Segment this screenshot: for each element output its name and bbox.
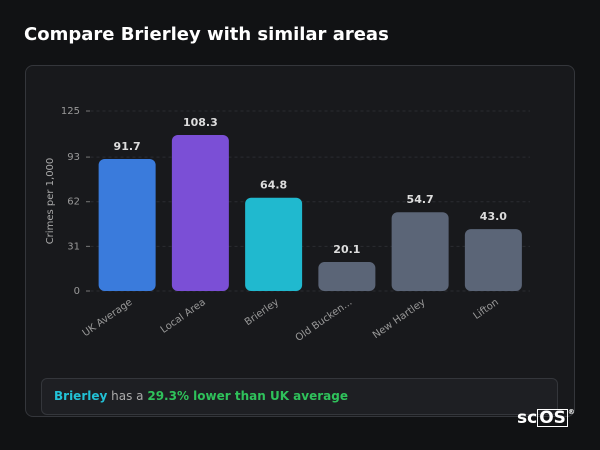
x-tick-label: UK Average xyxy=(81,297,135,339)
y-tick-label: 62 xyxy=(67,197,80,208)
x-tick-label: Local Area xyxy=(159,297,208,336)
info-highlight: 29.3% lower than UK average xyxy=(147,389,348,403)
bar xyxy=(171,135,229,291)
y-tick-label: 0 xyxy=(74,286,80,297)
value-label: 20.1 xyxy=(333,243,360,256)
bar xyxy=(391,212,449,291)
logo-mark: ® xyxy=(567,408,575,416)
info-box: Brierley has a 29.3% lower than UK avera… xyxy=(41,378,558,415)
y-tick-label: 93 xyxy=(67,152,80,163)
info-place: Brierley xyxy=(54,389,108,403)
x-tick-label: New Hartley xyxy=(371,297,428,341)
x-tick-label: Old Bucken... xyxy=(294,297,355,344)
bar xyxy=(98,158,156,291)
y-axis-label: Crimes per 1,000 xyxy=(45,158,56,245)
logo-prefix: sc xyxy=(517,408,538,428)
bar xyxy=(245,197,303,291)
value-label: 91.7 xyxy=(114,140,141,153)
info-text: has a xyxy=(111,389,144,403)
bar xyxy=(318,262,376,291)
value-label: 54.7 xyxy=(407,193,434,206)
value-label: 64.8 xyxy=(260,179,287,192)
y-tick-label: 31 xyxy=(67,241,80,252)
bar xyxy=(464,229,522,291)
logo-boxed: OS xyxy=(537,408,568,428)
logo: sc OS ® xyxy=(517,408,575,428)
x-tick-label: Brierley xyxy=(243,297,281,328)
value-label: 108.3 xyxy=(183,116,218,129)
x-tick-label: Lifton xyxy=(472,297,501,322)
y-tick-label: 125 xyxy=(61,106,80,117)
page-title: Compare Brierley with similar areas xyxy=(24,24,389,45)
value-label: 43.0 xyxy=(480,210,507,223)
